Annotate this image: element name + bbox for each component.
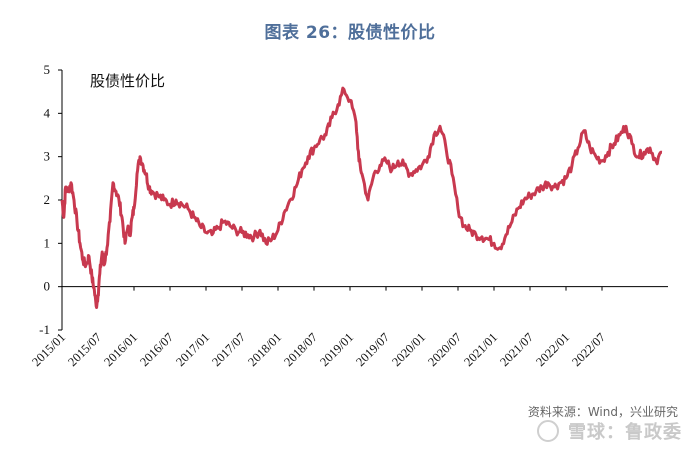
axes [61, 70, 668, 330]
chart-title: 图表 26：股债性价比 [264, 23, 436, 43]
series-label: 股债性价比 [90, 72, 165, 90]
x-tick-label: 2021/01 [461, 330, 500, 369]
y-tick-label: 2 [44, 192, 51, 207]
x-tick-label: 2017/01 [173, 330, 212, 369]
x-tick-label: 2021/07 [497, 330, 536, 369]
x-tick-label: 2018/01 [245, 330, 284, 369]
y-tick-label: 5 [44, 62, 51, 77]
x-tick-label: 2022/01 [533, 330, 572, 369]
y-ticks: -1 0 1 2 3 4 5 [39, 62, 62, 337]
y-tick-label: 0 [44, 279, 51, 294]
y-tick-label: 3 [44, 149, 51, 164]
x-tick-label: 2022/07 [569, 330, 608, 369]
x-tick-label: 2018/07 [281, 330, 320, 369]
x-tick-label: 2020/01 [389, 330, 428, 369]
x-tick-label: 2016/01 [101, 330, 140, 369]
x-tick-label: 2016/07 [137, 330, 176, 369]
x-tick-label: 2020/07 [425, 330, 464, 369]
y-tick-label: 4 [44, 105, 51, 120]
x-tick-label: 2015/07 [65, 330, 104, 369]
x-tick-label: 2019/01 [317, 330, 356, 369]
y-tick-label: -1 [39, 322, 50, 337]
watermark: 雪球：鲁政委 [568, 422, 682, 443]
source-note: 资料来源：Wind，兴业研究 [527, 405, 678, 419]
series-line [60, 86, 663, 309]
snowball-icon [537, 420, 559, 442]
x-tick-label: 2019/07 [353, 330, 392, 369]
x-tick-label: 2017/07 [209, 330, 248, 369]
x-ticks: 2015/012015/072016/012016/072017/012017/… [29, 286, 608, 369]
y-tick-label: 1 [44, 235, 51, 250]
